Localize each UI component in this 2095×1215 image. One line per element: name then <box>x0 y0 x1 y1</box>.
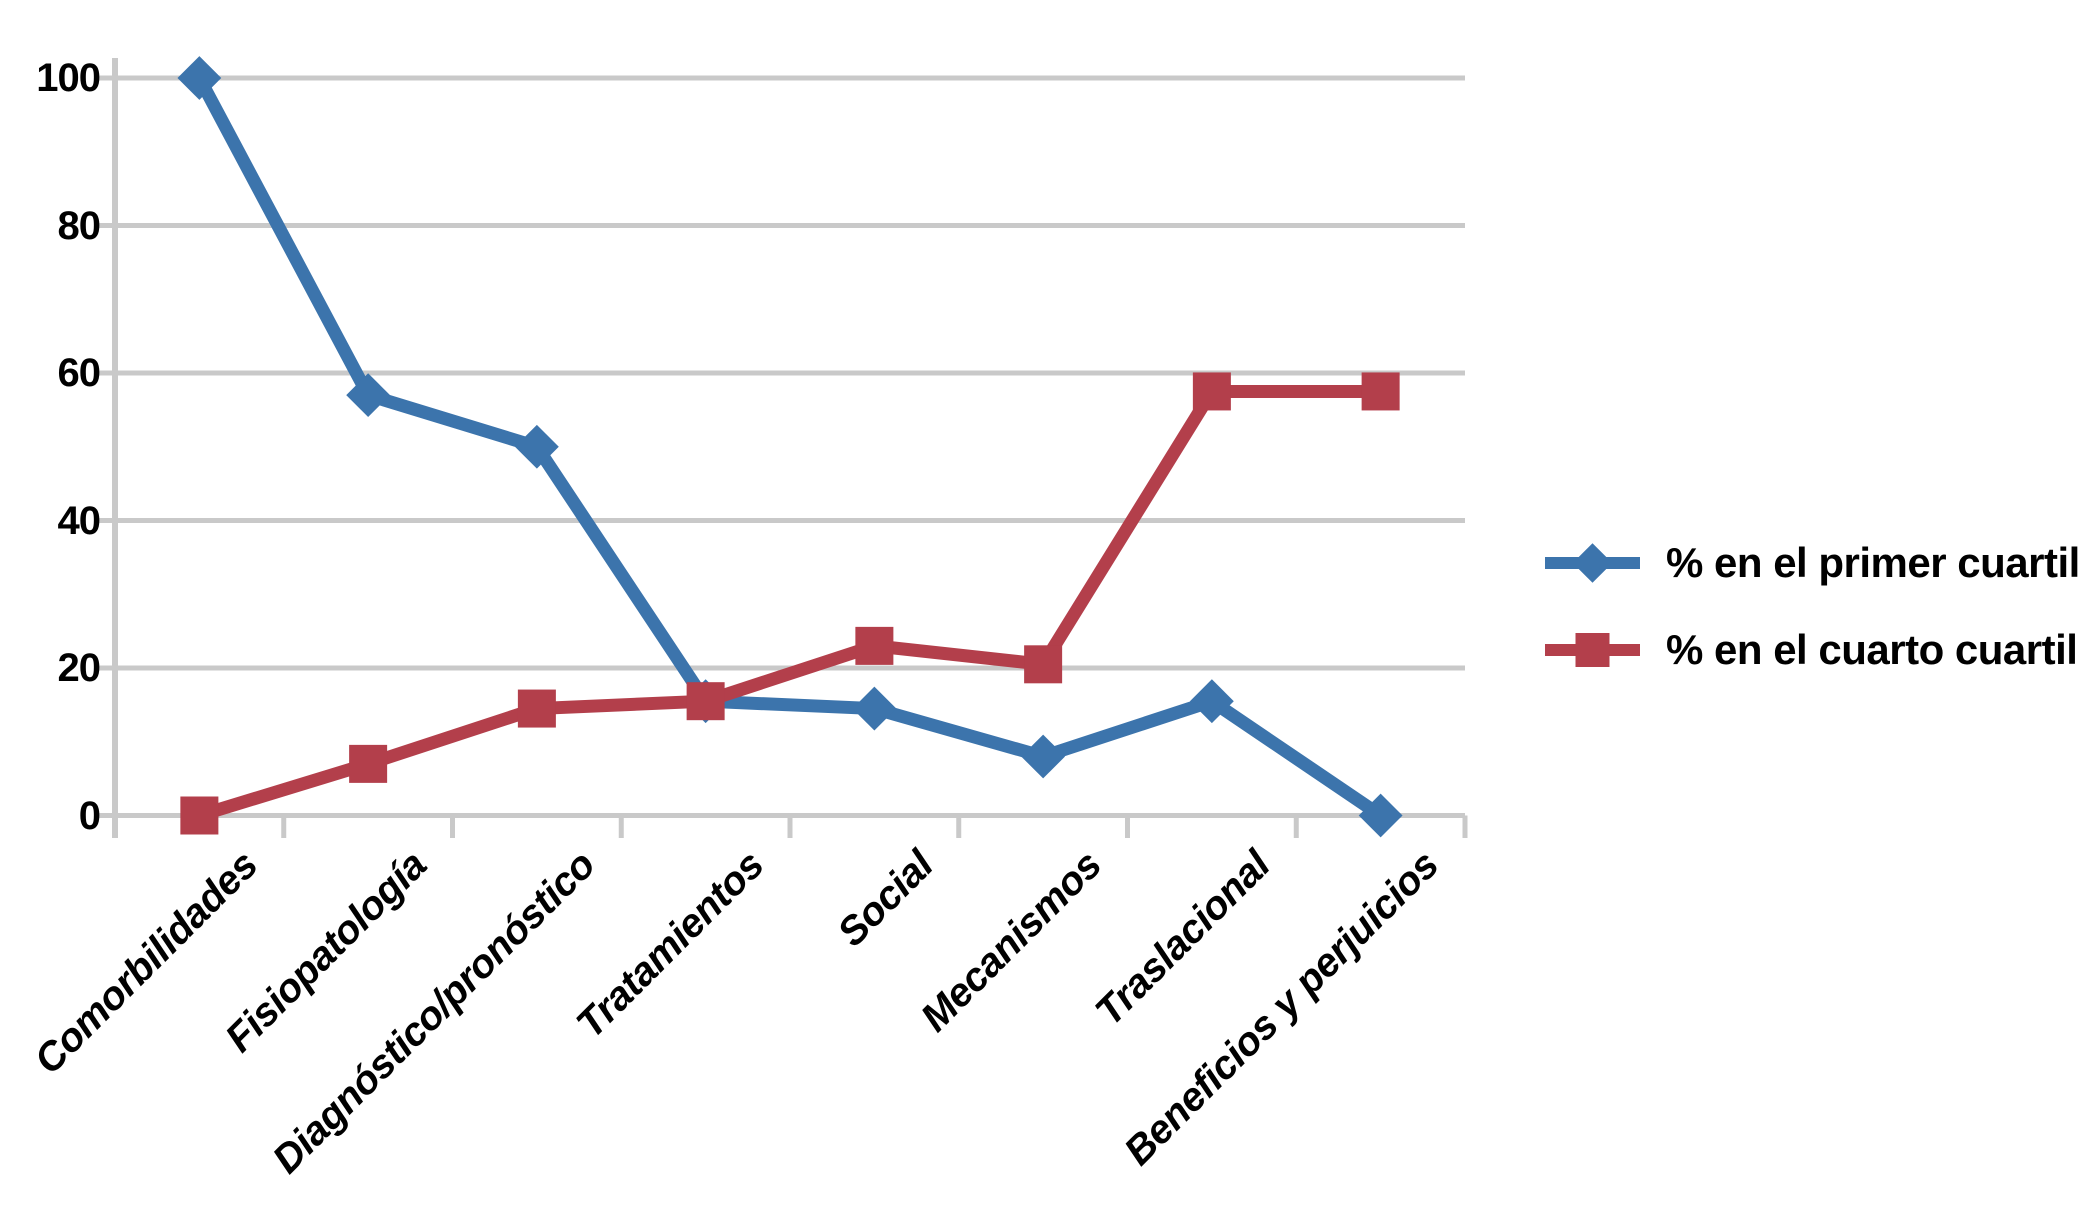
data-point-square-marker <box>1024 645 1063 684</box>
legend-marker-square-icon <box>1545 633 1640 667</box>
data-point-square-marker <box>855 626 894 665</box>
legend-marker-diamond-icon <box>1545 543 1640 583</box>
series-line-primer-cuartil <box>192 71 1388 822</box>
data-point-diamond-marker <box>852 686 897 731</box>
data-point-diamond-marker <box>177 56 222 100</box>
legend-label-primer-cuartil: % en el primer cuartil <box>1666 539 2080 586</box>
data-point-square-marker <box>1361 372 1400 411</box>
data-point-diamond-marker <box>1021 734 1066 779</box>
y-axis-tick-label: 0 <box>78 793 101 838</box>
data-point-diamond-marker <box>1189 679 1234 724</box>
legend-item-cuarto-cuartil: % en el cuarto cuartil <box>1545 620 2080 680</box>
data-point-diamond-marker <box>1358 793 1403 838</box>
series-line-cuarto-cuartil <box>192 384 1388 822</box>
y-axis-tick-label: 40 <box>57 498 102 543</box>
data-point-square-marker <box>1192 372 1231 411</box>
data-point-square-marker <box>686 682 725 721</box>
y-axis-tick-label: 80 <box>57 203 102 248</box>
data-point-square-marker <box>180 796 219 835</box>
legend: % en el primer cuartil % en el cuarto cu… <box>1545 533 2080 707</box>
legend-label-cuarto-cuartil: % en el cuarto cuartil <box>1666 626 2078 673</box>
y-axis-tick-label: 20 <box>57 646 102 690</box>
data-point-diamond-marker <box>514 424 559 469</box>
y-axis-tick-label: 100 <box>36 56 101 100</box>
data-point-square-marker <box>517 689 556 728</box>
y-axis-tick-label: 60 <box>57 351 102 395</box>
legend-item-primer-cuartil: % en el primer cuartil <box>1545 533 2080 593</box>
data-point-diamond-marker <box>346 373 391 418</box>
data-point-square-marker <box>349 744 388 783</box>
